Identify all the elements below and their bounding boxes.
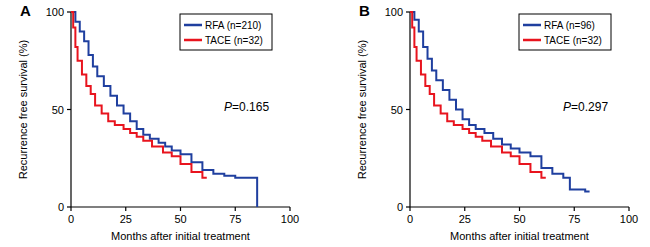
y-tick-label: 50 [52, 104, 64, 116]
x-tick-label: 75 [229, 213, 241, 225]
x-tick-label: 50 [174, 213, 186, 225]
panel-label: A [20, 2, 31, 19]
x-tick-label: 0 [68, 213, 74, 225]
x-tick [289, 207, 290, 211]
y-axis-label: Recurrence free survival (%) [17, 40, 29, 179]
legend-label: TACE (n=32) [205, 35, 263, 46]
x-tick [180, 207, 181, 211]
x-tick [464, 207, 465, 211]
x-tick-label: 50 [513, 213, 525, 225]
y-axis-label: Recurrence free survival (%) [356, 40, 368, 179]
legend-label: RFA (n=96) [544, 20, 595, 31]
y-tick-label: 100 [385, 6, 403, 18]
x-tick [125, 207, 126, 211]
legend-swatch [523, 24, 541, 27]
legend: RFA (n=210) TACE (n=32) [180, 14, 272, 50]
legend-swatch [523, 39, 541, 42]
x-tick [70, 207, 71, 211]
x-tick-label: 100 [281, 213, 299, 225]
panel-label: B [359, 2, 370, 19]
x-tick [628, 207, 629, 211]
x-axis-label: Months after initial treatment [450, 230, 589, 242]
x-tick [519, 207, 520, 211]
legend-label: RFA (n=210) [205, 20, 261, 31]
y-tick-label: 0 [58, 201, 64, 213]
y-tick-label: 0 [397, 201, 403, 213]
x-tick [235, 207, 236, 211]
y-tick-label: 100 [46, 6, 64, 18]
p-value: P=0.297 [563, 100, 608, 114]
x-tick [409, 207, 410, 211]
legend-box [519, 14, 611, 50]
panel: A 0 50 100 0 25 50 75 100 Months after initial tr… [17, 2, 299, 242]
legend-swatch [184, 24, 202, 27]
y-tick-label: 50 [391, 104, 403, 116]
y-tick [67, 109, 71, 110]
x-tick-label: 0 [407, 213, 413, 225]
x-tick-label: 25 [459, 213, 471, 225]
y-tick [406, 11, 410, 12]
y-tick [67, 11, 71, 12]
legend-box [180, 14, 272, 50]
figure: A 0 50 100 0 25 50 75 100 Months after initial tr… [0, 0, 650, 247]
legend: RFA (n=96) TACE (n=32) [519, 14, 611, 50]
legend-label: TACE (n=32) [544, 35, 602, 46]
x-tick-label: 75 [568, 213, 580, 225]
y-tick [406, 109, 410, 110]
x-axis-label: Months after initial treatment [111, 230, 250, 242]
x-tick-label: 25 [120, 213, 132, 225]
x-tick-label: 100 [620, 213, 638, 225]
p-value: P=0.165 [224, 100, 269, 114]
legend-swatch [184, 39, 202, 42]
panel: B 0 50 100 0 25 50 75 100 Months after initial tr… [356, 2, 638, 242]
x-tick [574, 207, 575, 211]
